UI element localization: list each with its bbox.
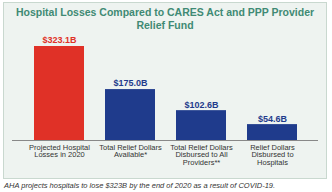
svg-text:Total Relief DollarsDisbursed: Total Relief DollarsDisbursed to AllProv…	[170, 143, 233, 167]
svg-text:$323.1B: $323.1B	[42, 35, 77, 45]
svg-text:$175.0B: $175.0B	[113, 78, 148, 88]
html-text:AHA projects hospitals to lose: AHA projects hospitals to lose $323B by …	[4, 181, 276, 190]
svg-text:$102.6B: $102.6B	[184, 100, 219, 110]
svg-text:$54.6B: $54.6B	[258, 113, 288, 123]
html-text:Hospital Losses Compared to CA: Hospital Losses Compared to CARES Act an…	[15, 6, 315, 31]
svg-text:Relief DollarsDisbursed toHosp: Relief DollarsDisbursed toHospitals	[250, 143, 295, 167]
svg-text:Projected HospitalLosses in 20: Projected HospitalLosses in 2020	[29, 143, 90, 160]
svg-text:Total Relief DollarsAvailable*: Total Relief DollarsAvailable*	[99, 143, 162, 160]
